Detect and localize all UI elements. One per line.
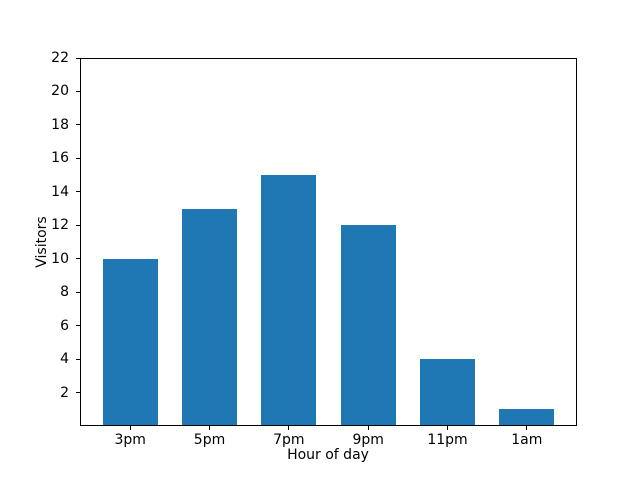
bar-7pm xyxy=(261,175,317,425)
y-tick-label: 22 xyxy=(51,50,69,66)
y-tick-mark xyxy=(76,358,80,360)
x-tick-mark xyxy=(288,426,290,430)
x-tick-mark xyxy=(447,426,448,430)
x-tick-label: 1am xyxy=(511,432,543,448)
y-tick-label: 20 xyxy=(51,83,69,100)
bar-9pm xyxy=(340,225,396,425)
y-tick-mark xyxy=(76,57,80,59)
y-tick-mark xyxy=(76,90,80,92)
bar-11pm xyxy=(420,359,475,425)
y-tick-label: 8 xyxy=(60,284,69,301)
y-tick-label: 16 xyxy=(51,150,69,167)
x-tick-label: 9pm xyxy=(352,432,384,448)
x-tick-label: 5pm xyxy=(193,432,226,448)
y-tick-mark xyxy=(76,157,80,159)
bar-3pm xyxy=(102,258,158,425)
x-tick-mark xyxy=(526,426,528,430)
x-tick-label: 3pm xyxy=(114,432,146,448)
y-tick-mark xyxy=(76,392,80,394)
y-tick-mark xyxy=(76,191,80,193)
y-tick-label: 12 xyxy=(51,217,69,234)
y-tick-mark xyxy=(76,224,80,226)
y-tick-label: 6 xyxy=(60,317,69,334)
y-tick-label: 18 xyxy=(51,116,69,133)
y-tick-mark xyxy=(76,291,80,293)
y-tick-label: 10 xyxy=(51,250,69,267)
x-tick-mark xyxy=(209,426,210,430)
y-tick-label: 4 xyxy=(60,351,69,368)
bar-1am xyxy=(499,409,555,425)
x-tick-label: 11pm xyxy=(427,432,468,448)
y-tick-mark xyxy=(76,124,80,126)
x-tick-mark xyxy=(129,426,131,430)
plot-area xyxy=(80,58,577,426)
x-tick-label: 7pm xyxy=(273,432,305,448)
bar-5pm xyxy=(182,208,237,425)
y-tick-mark xyxy=(76,258,80,260)
x-axis-label: Hour of day xyxy=(287,447,369,463)
x-tick-mark xyxy=(367,426,369,430)
y-tick-label: 2 xyxy=(60,384,69,401)
y-tick-label: 14 xyxy=(51,183,69,200)
y-tick-mark xyxy=(76,325,80,327)
